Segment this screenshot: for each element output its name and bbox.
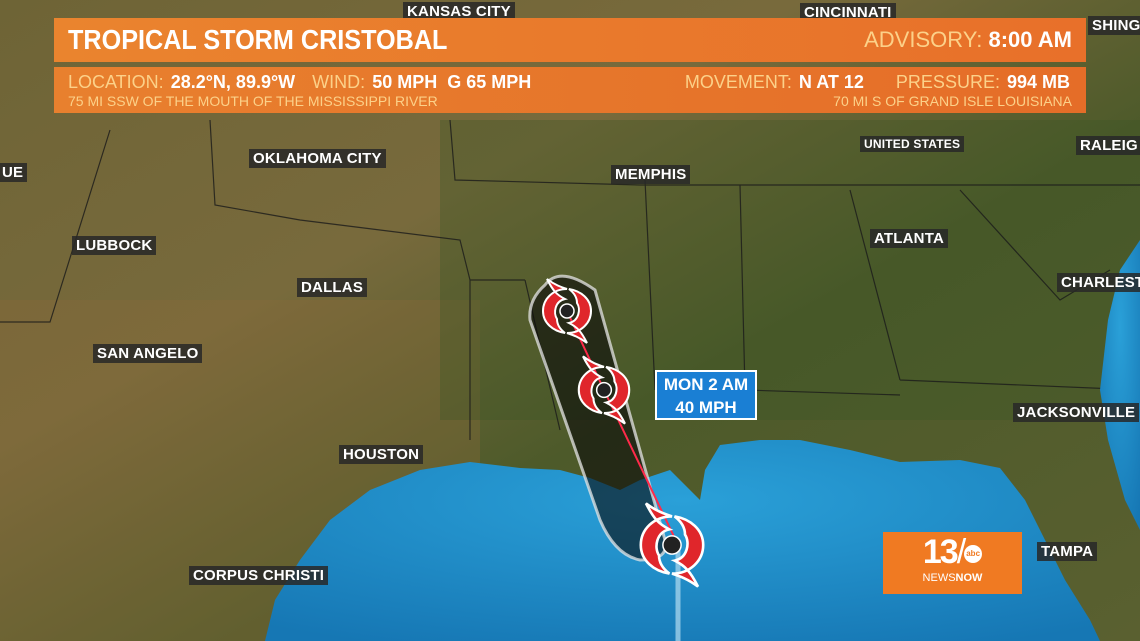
wind-value: 50 MPH G 65 MPH xyxy=(372,72,532,92)
storm-eye xyxy=(595,381,613,399)
storm-info-banner: TROPICAL STORM CRISTOBAL ADVISORY: 8:00 … xyxy=(54,18,1086,113)
movement-label: MOVEMENT: xyxy=(684,72,792,92)
city-label-charleston: CHARLEST xyxy=(1057,273,1140,292)
storm-name: TROPICAL STORM CRISTOBAL xyxy=(68,24,448,55)
city-label-atlanta: ATLANTA xyxy=(870,229,948,248)
location-label: LOCATION: xyxy=(68,72,164,92)
city-label-corpus-christi: CORPUS CHRISTI xyxy=(189,566,329,585)
city-label-jacksonville: JACKSONVILLE xyxy=(1013,403,1140,422)
forecast-time: MON 2 AM xyxy=(663,375,749,394)
city-label-san-angelo: SAN ANGELO xyxy=(93,344,203,363)
state-borders xyxy=(0,119,1140,440)
city-label-kansas-city: KANSAS CITY xyxy=(403,2,515,21)
advisory-label: ADVISORY: xyxy=(864,27,983,52)
reference-location-2: 70 MI S OF GRAND ISLE LOUISIANA xyxy=(833,93,1072,109)
city-label-oklahoma-city: OKLAHOMA CITY xyxy=(249,149,386,168)
forecast-point-label: MON 2 AM 40 MPH xyxy=(655,370,757,420)
station-logo: 13/abc NEWSNOW xyxy=(883,532,1022,594)
city-label-memphis: MEMPHIS xyxy=(611,165,691,184)
advisory-time: 8:00 AM xyxy=(988,27,1072,52)
pressure-label: PRESSURE: xyxy=(895,72,1000,92)
city-label-houston: HOUSTON xyxy=(339,445,424,464)
movement-value: N AT 12 xyxy=(798,72,864,92)
location-value: 28.2°N, 89.9°W xyxy=(170,72,296,92)
tropical-storm-icon xyxy=(639,502,705,588)
forecast-wind: 40 MPH xyxy=(675,398,737,417)
storm-eye xyxy=(662,535,682,555)
city-label-raleigh: RALEIG xyxy=(1076,136,1140,155)
wind-label: WIND: xyxy=(312,72,366,92)
city-label-partial: UE xyxy=(0,163,28,182)
pressure-value: 994 MB xyxy=(1006,72,1070,92)
tropical-storm-icon xyxy=(577,355,631,425)
city-label-cincinnati: CINCINNATI xyxy=(800,3,896,22)
atlantic-ocean xyxy=(1100,240,1140,530)
reference-location-1: 75 MI SSW OF THE MOUTH OF THE MISSISSIPP… xyxy=(68,93,438,109)
storm-eye xyxy=(559,303,575,319)
tropical-storm-icon xyxy=(541,278,593,344)
forecast-cone xyxy=(528,274,668,562)
city-label-lubbock: LUBBOCK xyxy=(72,236,157,255)
city-label-dallas: DALLAS xyxy=(297,278,368,297)
city-label-tampa: TAMPA xyxy=(1037,542,1098,561)
city-label-washington: SHINGT xyxy=(1088,16,1140,35)
country-label-united-states: UNITED STATES xyxy=(860,136,965,152)
